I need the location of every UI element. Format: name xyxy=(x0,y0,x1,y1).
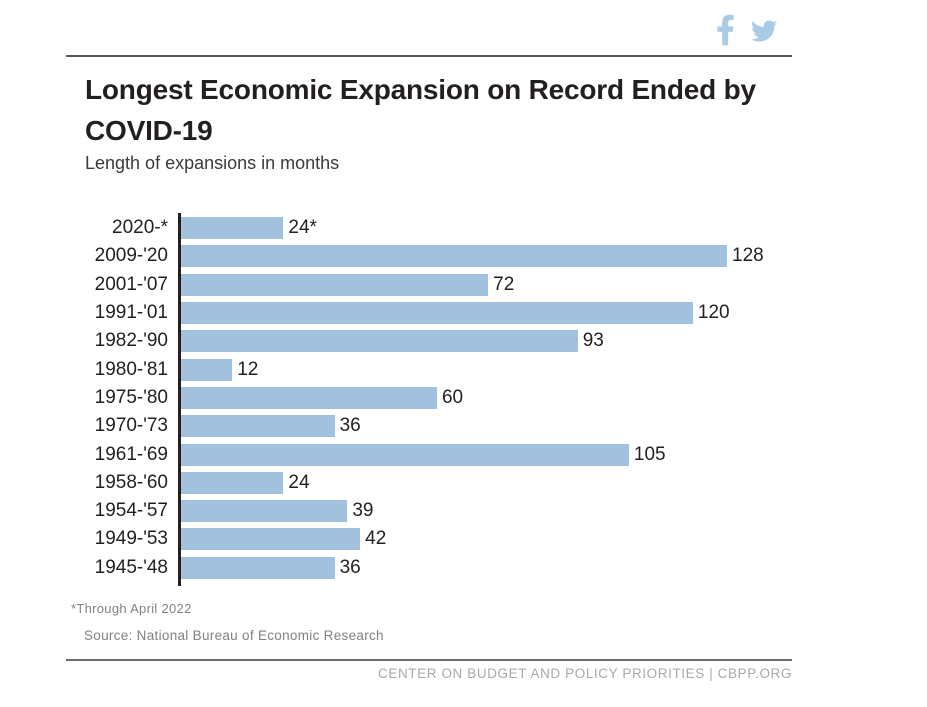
bar xyxy=(181,302,693,325)
bar xyxy=(181,330,578,353)
category-label: 1958-'60 xyxy=(94,471,168,493)
footnote: *Through April 2022 xyxy=(71,601,192,616)
category-label: 2009-'20 xyxy=(94,245,168,267)
bar-row: 2009-'20 128 xyxy=(66,242,806,270)
facebook-icon[interactable] xyxy=(716,14,735,51)
bottom-divider xyxy=(66,659,792,661)
bar-row: 2020-* 24* xyxy=(66,214,806,242)
bar xyxy=(181,556,335,579)
footer-credit: CENTER ON BUDGET AND POLICY PRIORITIES |… xyxy=(378,666,792,681)
bar xyxy=(181,500,348,523)
bar xyxy=(181,217,284,240)
bar-row: 1961-'69 105 xyxy=(66,440,806,468)
bar-row: 1980-'81 12 xyxy=(66,355,806,383)
bar xyxy=(181,443,629,466)
bar xyxy=(181,471,284,494)
social-share-bar xyxy=(716,14,779,51)
bar xyxy=(181,528,361,551)
value-label: 39 xyxy=(352,500,374,522)
page-title: Longest Economic Expansion on Record End… xyxy=(85,74,756,146)
chart-subtitle: Length of expansions in months xyxy=(85,153,340,173)
bar-row: 1954-'57 39 xyxy=(66,497,806,525)
value-label: 128 xyxy=(732,245,764,267)
bar xyxy=(181,245,727,268)
bar-row: 1982-'90 93 xyxy=(66,327,806,355)
category-label: 1982-'90 xyxy=(94,330,168,352)
value-label: 60 xyxy=(441,386,464,408)
value-label: 105 xyxy=(633,443,666,465)
top-divider xyxy=(66,55,792,57)
value-label: 24* xyxy=(288,217,317,239)
category-label: 2001-'07 xyxy=(94,273,168,295)
bar-row: 1949-'53 42 xyxy=(66,525,806,553)
value-label: 12 xyxy=(237,358,259,380)
bar-row: 1991-'01 120 xyxy=(66,299,806,327)
category-label: 1975-'80 xyxy=(94,386,168,408)
twitter-icon[interactable] xyxy=(749,14,779,49)
category-label: 1991-'01 xyxy=(94,302,168,324)
bar-row: 1970-'73 36 xyxy=(66,412,806,440)
value-label: 42 xyxy=(365,528,387,550)
category-label: 1945-'48 xyxy=(94,556,168,578)
value-label: 72 xyxy=(493,273,515,295)
bar-rows: 2020-* 24* 2009-'20 128 2001-'07 72 1991-'01 12… xyxy=(66,214,806,582)
bar xyxy=(181,273,489,296)
category-label: 1954-'57 xyxy=(94,500,168,522)
bar-chart: 2020-* 24* 2009-'20 128 2001-'07 72 1991-'01 12… xyxy=(66,213,806,586)
source-note: Source: National Bureau of Economic Rese… xyxy=(84,628,384,643)
value-label: 120 xyxy=(697,302,730,324)
category-label: 1949-'53 xyxy=(94,528,168,550)
category-label: 1970-'73 xyxy=(94,415,168,437)
value-label: 36 xyxy=(339,415,361,437)
bar-row: 2001-'07 72 xyxy=(66,271,806,299)
bar-row: 1975-'80 60 xyxy=(66,384,806,412)
category-label: 1961-'69 xyxy=(94,443,168,465)
category-label: 1980-'81 xyxy=(94,358,168,380)
bar xyxy=(181,358,233,381)
category-label: 2020-* xyxy=(112,217,168,239)
bar-row: 1945-'48 36 xyxy=(66,554,806,582)
value-label: 24 xyxy=(288,471,310,493)
value-label: 93 xyxy=(582,330,604,352)
y-axis-line xyxy=(178,213,181,586)
bar xyxy=(181,415,335,438)
bar xyxy=(181,386,437,409)
value-label: 36 xyxy=(339,556,361,578)
bar-row: 1958-'60 24 xyxy=(66,469,806,497)
